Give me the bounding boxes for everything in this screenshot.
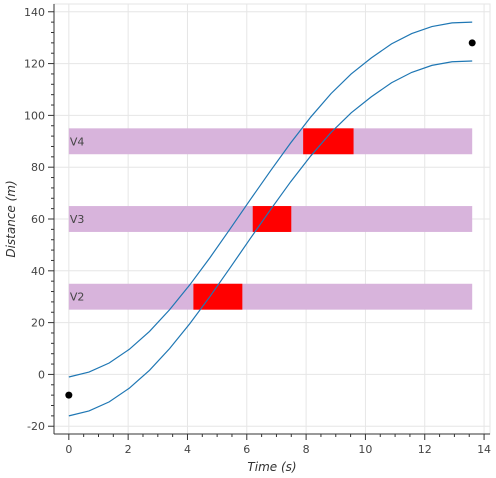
y-tick-label: 20 — [31, 317, 45, 330]
band-label: V3 — [70, 213, 85, 226]
x-tick-label: 12 — [418, 443, 432, 456]
axes — [48, 4, 490, 440]
y-tick-label: 140 — [24, 6, 45, 19]
band-v2 — [68, 283, 473, 310]
points — [65, 39, 476, 399]
red-block — [193, 283, 243, 310]
x-tick-label: 14 — [477, 443, 491, 456]
x-tick-label: 0 — [65, 443, 72, 456]
y-tick-label: 0 — [38, 368, 45, 381]
x-tick-label: 6 — [243, 443, 250, 456]
y-axis-title: Distance (m) — [4, 180, 18, 257]
y-tick-label: 100 — [24, 109, 45, 122]
red-block — [303, 128, 354, 155]
y-tick-label: 60 — [31, 213, 45, 226]
band-v4 — [68, 128, 473, 155]
red-block — [252, 206, 292, 232]
y-tick-label: 120 — [24, 58, 45, 71]
data-point — [65, 391, 73, 399]
x-axis-title: Time (s) — [247, 460, 296, 474]
x-tick-label: 10 — [358, 443, 372, 456]
y-tick-label: 40 — [31, 265, 45, 278]
series-lines — [68, 21, 473, 417]
blocks — [193, 128, 354, 310]
band-label: V4 — [70, 135, 85, 148]
x-tick-label: 4 — [184, 443, 191, 456]
band-label: V2 — [70, 291, 85, 304]
y-tick-label: 80 — [31, 161, 45, 174]
data-point — [468, 39, 476, 47]
x-tick-label: 8 — [303, 443, 310, 456]
band-labels: V2 V3 V4 — [70, 135, 85, 303]
tick-labels: 0 2 4 6 8 10 12 14 -20 0 20 40 60 80 100 120 140 — [24, 6, 491, 456]
series-line-1 — [68, 21, 473, 378]
y-tick-label: -20 — [27, 420, 45, 433]
series-line-2 — [68, 60, 473, 417]
x-tick-label: 2 — [125, 443, 132, 456]
